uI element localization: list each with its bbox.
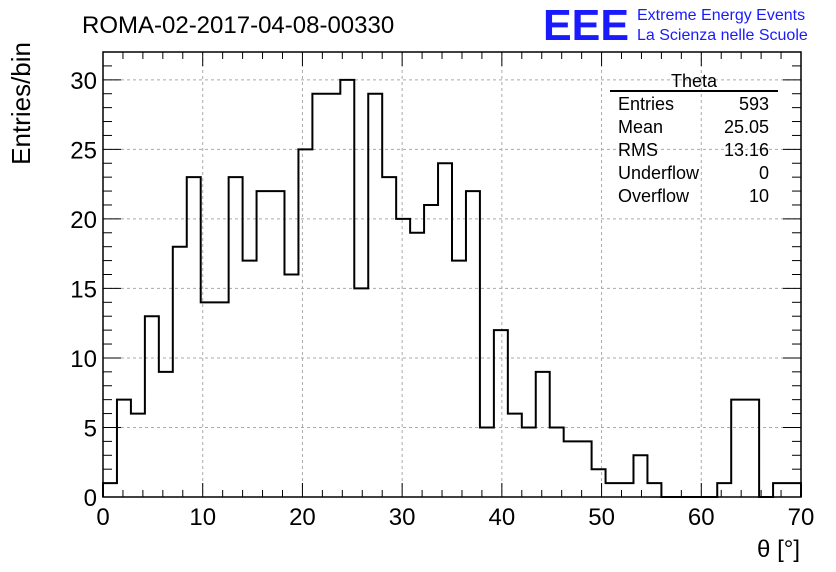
- x-tick-label: 20: [289, 504, 316, 531]
- y-tick-label: 10: [70, 346, 97, 373]
- stats-value: 10: [749, 186, 769, 206]
- stats-value: 0: [759, 163, 769, 183]
- stats-box: Theta Entries 593 Mean 25.05 RMS 13.16 Underfl…: [610, 71, 778, 206]
- plot-frame: [102, 51, 802, 498]
- y-tick-label: 5: [84, 415, 97, 442]
- stats-label: Mean: [618, 117, 663, 137]
- y-tick-label: 30: [70, 68, 97, 95]
- x-tick-label: 10: [189, 504, 216, 531]
- stats-label: Overflow: [618, 186, 690, 206]
- chart-title: ROMA-02-2017-04-08-00330: [82, 12, 394, 39]
- stats-value: 25.05: [724, 117, 769, 137]
- stats-label: Underflow: [618, 163, 700, 183]
- x-axis-label: θ [°]: [757, 536, 800, 563]
- x-tick-label: 0: [96, 504, 109, 531]
- stats-value: 593: [739, 94, 769, 114]
- y-axis-label: Entries/bin: [6, 42, 36, 165]
- x-tick-label: 50: [588, 504, 615, 531]
- grid-lines: [103, 52, 801, 497]
- y-tick-label: 0: [84, 485, 97, 512]
- logo-line-2: La Scienza nelle Scuole: [637, 27, 808, 44]
- y-tick-label: 15: [70, 276, 97, 303]
- y-tick-label: 25: [70, 137, 97, 164]
- stats-title: Theta: [671, 71, 718, 91]
- x-tick-label: 60: [688, 504, 715, 531]
- eee-logo: EEE: [543, 1, 629, 50]
- logo-line-1: Extreme Energy Events: [637, 7, 805, 24]
- stats-value: 13.16: [724, 140, 769, 160]
- y-tick-label: 20: [70, 207, 97, 234]
- x-tick-label: 40: [489, 504, 516, 531]
- axis-ticks: [102, 51, 802, 498]
- tick-labels: 0 10 20 30 40 50 60 70 0 5 10 15 20 25 30: [70, 68, 814, 531]
- stats-label: RMS: [618, 140, 658, 160]
- x-tick-label: 70: [788, 504, 815, 531]
- stats-label: Entries: [618, 94, 674, 114]
- x-tick-label: 30: [389, 504, 416, 531]
